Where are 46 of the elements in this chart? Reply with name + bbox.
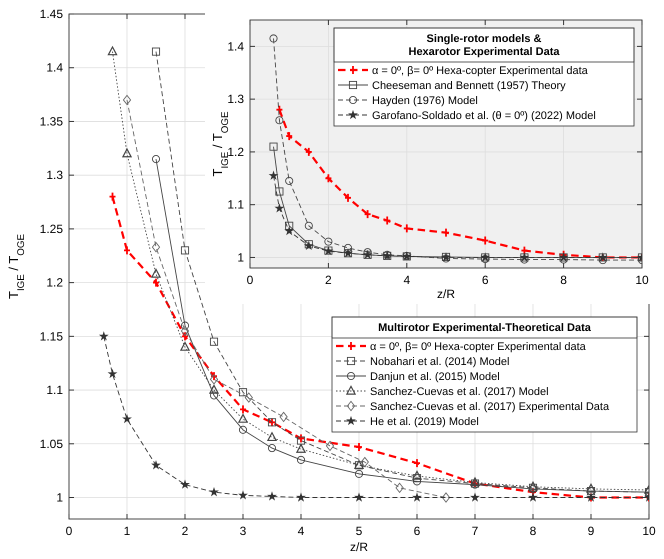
- x-tick-label: 2: [325, 273, 332, 287]
- x-tick-label: 5: [356, 524, 363, 538]
- x-tick-label: 0: [246, 273, 254, 287]
- x-axis-title: z/R: [350, 540, 368, 554]
- legend-label: Nobahari et al. (2014) Model: [370, 356, 510, 368]
- y-tick-label: 1.2: [46, 276, 64, 290]
- x-tick-label: 6: [414, 524, 421, 538]
- y-tick-label: 1: [237, 250, 244, 264]
- x-tick-label: 3: [240, 524, 247, 538]
- x-tick-label: 4: [403, 273, 410, 287]
- x-tick-label: 10: [642, 524, 656, 538]
- legend-label: Sanchez-Cuevas et al. (2017) Experimental Data: [370, 401, 610, 413]
- legend-label: He et al. (2019) Model: [370, 416, 479, 428]
- x-tick-label: 9: [588, 524, 595, 538]
- y-tick-label: 1.1: [227, 198, 244, 212]
- y-tick-label: 1.25: [40, 222, 64, 236]
- x-tick-label: 7: [472, 524, 479, 538]
- x-tick-label: 8: [530, 524, 537, 538]
- legend-label: Sanchez-Cuevas et al. (2017) Model: [370, 386, 549, 398]
- legend-label: Cheeseman and Bennett (1957) Theory: [372, 80, 566, 92]
- x-tick-label: 10: [635, 273, 649, 287]
- legend-label: Hayden (1976) Model: [372, 95, 478, 107]
- x-axis-title: z/R: [437, 287, 456, 301]
- y-tick-label: 1.3: [46, 168, 64, 182]
- x-tick-label: 8: [560, 273, 568, 287]
- y-tick-label: 1.1: [46, 383, 64, 398]
- y-tick-label: 1.35: [40, 114, 64, 128]
- legend-label: α = 0º, β= 0º Hexa-copter Experimental data: [370, 341, 587, 353]
- x-tick-label: 6: [482, 273, 489, 287]
- legend-title: Multirotor Experimental-Theoretical Data: [378, 322, 592, 334]
- legend-label: α = 0º, β= 0º Hexa-copter Experimental data: [372, 65, 589, 77]
- x-tick-label: 1: [124, 524, 131, 538]
- x-tick-label: 4: [298, 524, 305, 538]
- y-tick-label: 1.3: [227, 92, 244, 106]
- legend-title: Single-rotor models & Hexarotor Experimental Data: [408, 33, 560, 58]
- x-tick-label: 0: [66, 524, 73, 538]
- y-tick-label: 1.05: [40, 436, 64, 451]
- legend-label: Danjun et al. (2015) Model: [370, 371, 500, 383]
- y-tick-label: 1: [56, 490, 64, 505]
- x-tick-label: 2: [182, 524, 189, 538]
- y-tick-label: 1.4: [227, 39, 244, 54]
- y-tick-label: 1.4: [46, 60, 64, 75]
- legend-label: Garofano-Soldado et al. (θ = 0º) (2022) Model: [372, 110, 596, 122]
- y-tick-label: 1.15: [40, 329, 64, 344]
- y-tick-label: 1.2: [227, 144, 244, 159]
- y-tick-label: 1.45: [40, 7, 64, 21]
